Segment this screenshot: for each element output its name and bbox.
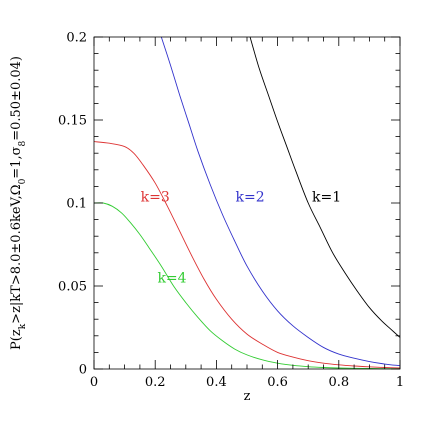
- series-line-k=1: [249, 36, 401, 338]
- y-tick-label: 0.2: [66, 31, 87, 46]
- y-label-part: =1,σ: [9, 146, 24, 178]
- x-tick-label: 0: [90, 375, 98, 390]
- series-line-k=3: [93, 141, 401, 369]
- series-line-k=2: [160, 36, 401, 367]
- y-label-part: >z|kT>8.0±0.6keV,Ω: [9, 184, 24, 323]
- x-tick-label: 0.6: [267, 375, 288, 390]
- y-tick-label: 0: [79, 363, 87, 378]
- y-tick-label: 0.15: [58, 114, 87, 129]
- series-label-k=2: k=2: [235, 189, 264, 205]
- y-label-part: P(z: [9, 329, 24, 350]
- axis-ticks: [93, 36, 401, 370]
- x-tick-label: 0.4: [206, 375, 227, 390]
- y-tick-label: 0.05: [58, 280, 87, 295]
- series-label-k=3: k=3: [141, 189, 170, 205]
- y-tick-label: 0.1: [66, 197, 87, 212]
- y-tick-labels: 0 0.05 0.1 0.15 0.2: [58, 31, 87, 378]
- x-tick-labels: 0 0.2 0.4 0.6 0.8 1: [90, 375, 404, 390]
- series-labels: k=1 k=2 k=3 k=4: [141, 189, 341, 286]
- x-tick-label: 0.8: [328, 375, 349, 390]
- x-tick-label: 0.2: [145, 375, 166, 390]
- y-label-subscript: 8: [18, 141, 28, 147]
- y-label-subscript: 0: [18, 178, 28, 184]
- y-label-part: =0.50±0.04): [9, 56, 24, 141]
- y-axis-label: P(zk>z|kT>8.0±0.6keV,Ω0=1,σ8=0.50±0.04): [9, 56, 28, 350]
- series-label-k=1: k=1: [312, 189, 341, 205]
- series-label-k=4: k=4: [157, 271, 186, 287]
- x-tick-label: 1: [396, 375, 404, 390]
- x-axis-label: z: [244, 389, 251, 404]
- y-label-subscript: k: [18, 323, 28, 329]
